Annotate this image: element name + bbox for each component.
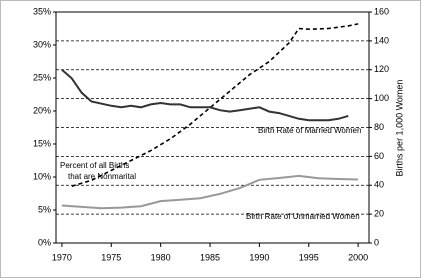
annotation: Birth Rate of Unmarried Women	[246, 212, 360, 221]
x-tick-label: 1985	[200, 252, 220, 262]
y2-tick-label: 120	[374, 64, 389, 74]
y2-tick-label: 100	[374, 93, 389, 103]
y2-tick-label: 40	[374, 180, 384, 190]
x-tick-label: 1980	[151, 252, 171, 262]
annotation: Percent of all Births that are Nonmarital	[60, 161, 136, 181]
x-tick-label: 2000	[348, 252, 368, 262]
y-tick-label: 10%	[33, 171, 51, 181]
y2-tick-label: 20	[374, 209, 384, 219]
y2-tick-label: 80	[374, 122, 384, 132]
series-line	[71, 23, 359, 187]
y-tick-label: 20%	[33, 105, 51, 115]
y-tick-label: 0%	[38, 237, 51, 247]
annotation: Birth Rate of Married Women	[258, 126, 361, 135]
x-tick-label: 1990	[249, 252, 269, 262]
y-tick-label: 25%	[33, 72, 51, 82]
y2-tick-label: 60	[374, 151, 384, 161]
series-line	[61, 69, 349, 122]
series-line	[61, 174, 359, 210]
y2-tick-label: 140	[374, 35, 389, 45]
y-tick-label: 5%	[38, 204, 51, 214]
y-tick-label: 35%	[33, 6, 51, 16]
y2-axis-label: Births per 1,000 Women	[394, 80, 404, 177]
plot-area	[55, 11, 370, 244]
x-tick-label: 1970	[52, 252, 72, 262]
y2-tick-label: 160	[374, 6, 389, 16]
y2-tick-label: 0	[374, 237, 379, 247]
y-tick-label: 30%	[33, 39, 51, 49]
y-tick-label: 15%	[33, 138, 51, 148]
x-tick-label: 1995	[299, 252, 319, 262]
x-tick-label: 1975	[101, 252, 121, 262]
